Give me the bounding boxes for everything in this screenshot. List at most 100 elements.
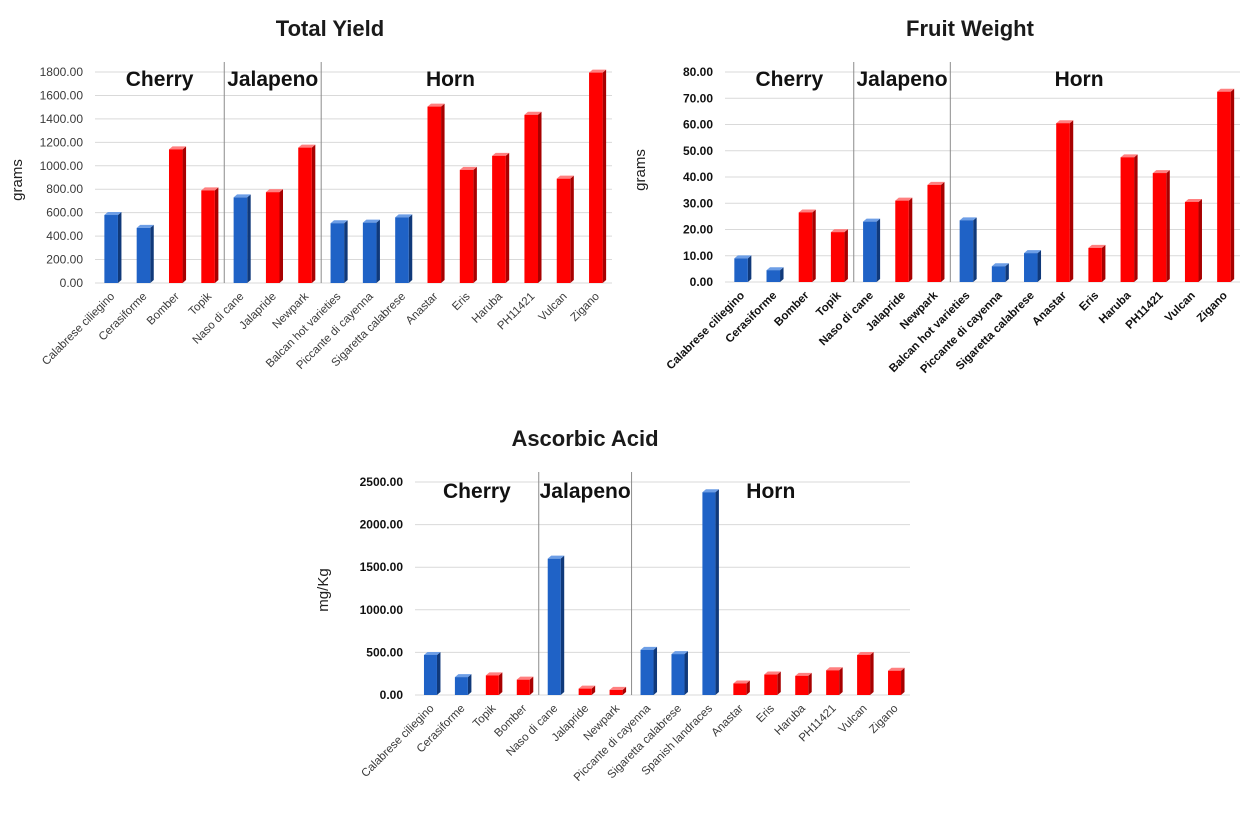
y-tick-label: 30.00 [683, 196, 713, 210]
bar-top [1024, 250, 1042, 254]
bar [888, 667, 905, 695]
bar [298, 144, 316, 283]
bar [826, 667, 843, 695]
bar [524, 111, 542, 284]
bar-top [104, 212, 122, 216]
bar [265, 189, 284, 283]
bar-front [795, 675, 809, 695]
bar-front [1088, 247, 1102, 282]
bar [423, 651, 441, 695]
bar-side [591, 685, 596, 695]
bar-front [734, 258, 748, 282]
bar-front [485, 675, 499, 695]
bar-side [808, 672, 812, 695]
bar-top [640, 646, 658, 650]
bar [863, 218, 881, 282]
bar-top [895, 197, 913, 201]
bar-front [330, 223, 345, 283]
y-axis-label: mg/Kg [315, 568, 332, 611]
bar [991, 263, 1009, 282]
bar-side [1069, 120, 1074, 282]
bar-side [279, 189, 284, 283]
bar [895, 197, 913, 282]
bar [927, 181, 945, 282]
bar [330, 220, 348, 283]
total-yield-chart: Total Yield grams 0.00 200.00 400.00 600.00 80… [0, 0, 625, 400]
bar-top [330, 220, 348, 224]
bar-front [826, 670, 840, 695]
x-tick-label: Anastar [404, 291, 441, 328]
y-tick-label: 400.00 [46, 229, 83, 243]
bar-front [136, 227, 151, 283]
bar [589, 69, 607, 283]
bar-front [547, 558, 561, 695]
bar [1217, 88, 1235, 282]
y-tick-label: 60.00 [683, 118, 713, 132]
bar-top [830, 229, 848, 233]
bar [547, 555, 565, 695]
x-tick-label: Zigano [1195, 290, 1230, 325]
y-tick-label: 10.00 [683, 249, 713, 263]
bar-top [888, 667, 905, 671]
bar-side [1101, 244, 1106, 282]
bar [201, 187, 219, 283]
bar [578, 685, 596, 695]
bar [492, 152, 510, 283]
bar-side [747, 255, 752, 282]
bar-front [492, 155, 506, 283]
bar-top [959, 217, 977, 221]
y-tick-label: 50.00 [683, 144, 713, 158]
y-axis-label: grams [9, 159, 26, 201]
bar-top [265, 189, 284, 193]
bar-side [812, 209, 816, 282]
bar-side [538, 111, 542, 284]
y-tick-label: 1000.00 [360, 603, 404, 617]
group-label: Cherry [756, 68, 824, 91]
bar-side [441, 103, 445, 283]
bar-side [1230, 88, 1235, 282]
bar-top [362, 219, 380, 223]
bar-front [857, 654, 871, 695]
bar-top [427, 103, 445, 107]
chart-title: Total Yield [276, 16, 384, 41]
bar [798, 209, 816, 282]
bar-top [1152, 170, 1170, 174]
bar-top [766, 267, 784, 271]
x-tick-label: Anastar [1030, 289, 1069, 328]
group-label: Horn [1055, 68, 1104, 91]
bar [395, 214, 413, 283]
bar-side [117, 212, 122, 283]
bar [857, 651, 874, 695]
bar-top [798, 209, 816, 213]
bar-side [746, 680, 750, 695]
bar [516, 676, 534, 695]
bar-top [764, 671, 781, 675]
bar-front [640, 649, 654, 695]
bar-side [436, 651, 441, 695]
y-tick-label: 0.00 [60, 276, 84, 290]
bar-side [653, 646, 658, 695]
bar [427, 103, 445, 283]
bar-front [395, 217, 409, 283]
bar [1120, 154, 1138, 282]
bar-side [870, 651, 874, 695]
bar-front [1217, 91, 1231, 282]
bar [733, 680, 750, 695]
bar-top [826, 667, 843, 671]
bar-front [454, 677, 468, 695]
bar-top [702, 489, 719, 493]
bar [104, 212, 122, 283]
x-tick-label: Bomber [772, 289, 812, 329]
y-tick-label: 2500.00 [360, 475, 404, 489]
bar [1152, 170, 1170, 282]
x-tick-label: Topik [187, 290, 215, 318]
bar-front [556, 178, 571, 283]
chart-title: Ascorbic Acid [511, 426, 658, 451]
bar-front [1024, 253, 1038, 282]
bar-top [671, 651, 688, 655]
bar-side [715, 489, 719, 695]
bar-front [991, 266, 1006, 282]
group-label: Jalapeno [857, 68, 948, 91]
bar-side [777, 671, 781, 695]
group-label: Jalapeno [540, 480, 631, 503]
